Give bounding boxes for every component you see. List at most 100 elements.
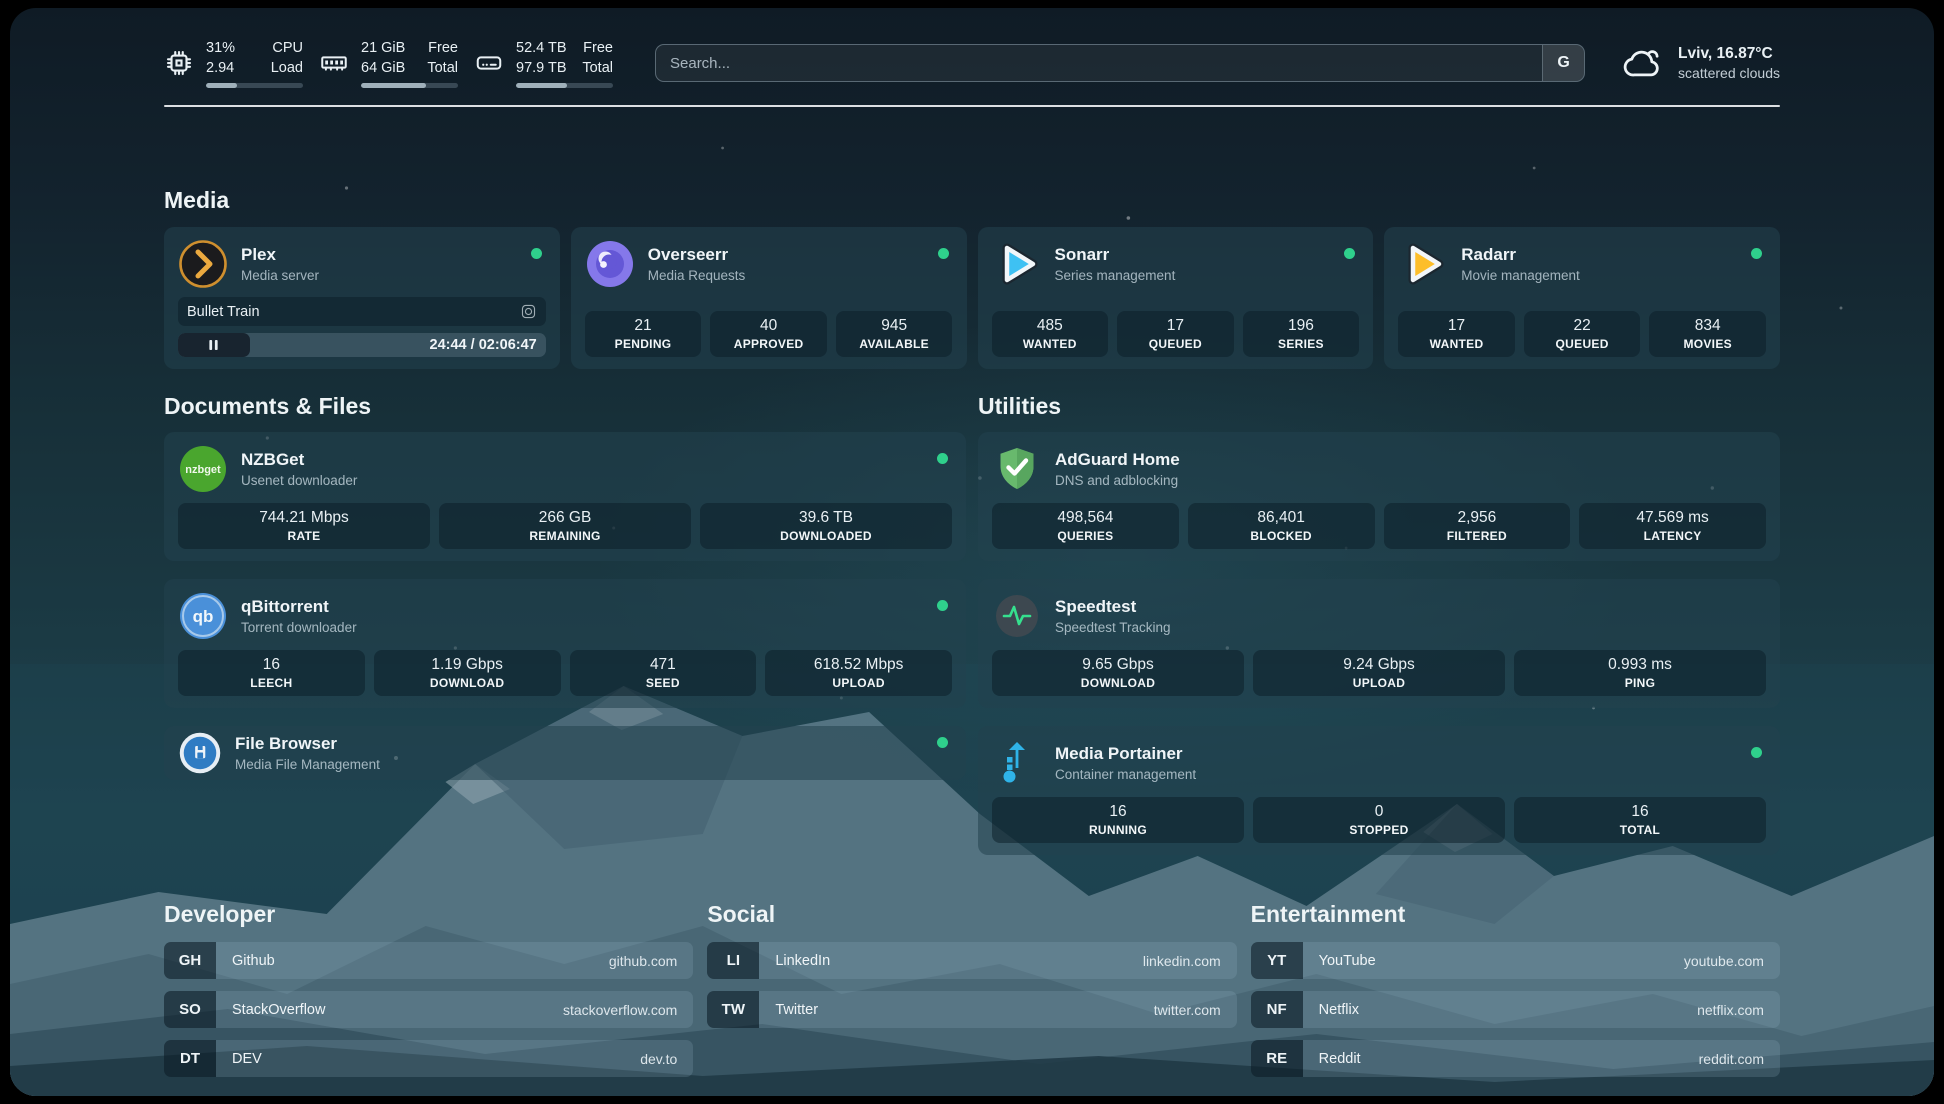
- now-playing-title: Bullet Train: [187, 303, 260, 320]
- app-card-adguard[interactable]: AdGuard Home DNS and adblocking 498,564 Q…: [978, 432, 1780, 562]
- svg-text:nzbget: nzbget: [185, 464, 221, 476]
- cpu-label: CPU: [272, 40, 303, 56]
- app-subtitle: Torrent downloader: [241, 620, 357, 636]
- utilities-column: Utilities AdGuard Home DNS: [978, 393, 1780, 856]
- memory-progress-track: [361, 83, 458, 88]
- app-card-nzbget[interactable]: nzbget NZBGet Usenet downloader 744.21 M…: [164, 432, 966, 562]
- app-subtitle: Media server: [241, 268, 320, 283]
- bookmark-linkedin[interactable]: LI LinkedIn linkedin.com: [707, 942, 1237, 980]
- bookmark-url: twitter.com: [1153, 1001, 1221, 1018]
- section-heading-documents: Documents & Files: [164, 393, 372, 419]
- sonarr-icon: [1002, 243, 1037, 285]
- memory-total-value: 64 GiB: [361, 60, 406, 76]
- plex-playback-time: 24:44 / 02:06:47: [429, 337, 537, 353]
- adguard-icon: [1000, 448, 1034, 489]
- memory-total-label: Total: [427, 60, 458, 76]
- app-card-overseerr[interactable]: Overseerr Media Requests 21 PENDING 40 APP…: [570, 227, 967, 369]
- app-subtitle: Speedtest Tracking: [1055, 620, 1171, 636]
- app-subtitle: Media File Management: [235, 757, 380, 773]
- bookmark-name: YouTube: [1318, 952, 1376, 969]
- stat-wanted: 485 WANTED: [991, 310, 1109, 357]
- media-cards-row: Plex Media server Bullet Train: [164, 227, 1780, 369]
- disk-progress-fill: [516, 83, 568, 88]
- memory-progress-fill: [361, 83, 426, 88]
- section-heading-utilities: Utilities: [978, 393, 1062, 419]
- app-subtitle: DNS and adblocking: [1055, 473, 1179, 488]
- bookmark-stackoverflow[interactable]: SO StackOverflow stackoverflow.com: [164, 991, 694, 1029]
- app-card-sonarr[interactable]: Sonarr Series management 485 WANTED 17 QUE…: [977, 227, 1374, 369]
- bookmark-name: DEV: [232, 1050, 262, 1067]
- stat-queued: 22 QUEUED: [1523, 310, 1641, 357]
- app-title: NZBGet: [241, 450, 305, 469]
- bookmark-github[interactable]: GH Github github.com: [164, 942, 694, 980]
- cpu-icon: [166, 50, 192, 76]
- stat-latency: 47.569 ms LATENCY: [1579, 503, 1766, 550]
- bookmark-reddit[interactable]: RE Reddit reddit.com: [1250, 1040, 1780, 1078]
- topbar: 31% 2.94 CPU Load 21 GiB 64 G: [164, 8, 1780, 88]
- section-heading-developer: Developer: [164, 901, 276, 928]
- dashboard-screen: 31% 2.94 CPU Load 21 GiB 64 G: [10, 8, 1934, 1096]
- app-card-portainer[interactable]: Media Portainer Container management 16 R…: [978, 726, 1780, 856]
- bookmark-netflix[interactable]: NF Netflix netflix.com: [1250, 991, 1780, 1029]
- bookmark-url: netflix.com: [1697, 1001, 1764, 1018]
- stat-series: 196 SERIES: [1242, 310, 1360, 357]
- bookmark-youtube[interactable]: YT YouTube youtube.com: [1250, 942, 1780, 980]
- stat-upload: 9.24 Gbps UPLOAD: [1253, 650, 1505, 697]
- bookmark-twitter[interactable]: TW Twitter twitter.com: [707, 991, 1237, 1029]
- weather-widget[interactable]: Lviv, 16.87°C scattered clouds: [1621, 41, 1780, 85]
- search-input[interactable]: [655, 44, 1586, 82]
- memory-free-value: 21 GiB: [361, 40, 406, 56]
- status-online-dot: [937, 737, 948, 749]
- stat-movies: 834 MOVIES: [1649, 310, 1766, 357]
- disk-icon: [476, 56, 502, 70]
- disk-widget: 52.4 TB 97.9 TB Free Total: [474, 38, 613, 88]
- stat-leech: 16 LEECH: [178, 650, 365, 697]
- bookmark-abbr: NF: [1250, 991, 1303, 1029]
- bookmark-abbr: YT: [1250, 942, 1303, 980]
- plex-now-playing: Bullet Train: [178, 297, 546, 326]
- app-title: Sonarr: [1054, 245, 1110, 264]
- plex-progress-fill[interactable]: [178, 333, 250, 357]
- bookmark-abbr: LI: [707, 942, 760, 980]
- stat-download: 1.19 Gbps DOWNLOAD: [373, 650, 561, 697]
- bookmark-name: LinkedIn: [775, 952, 831, 969]
- search-engine-button[interactable]: G: [1542, 45, 1585, 81]
- section-heading-media: Media: [164, 187, 230, 213]
- stat-queued: 17 QUEUED: [1117, 310, 1234, 357]
- app-card-plex[interactable]: Plex Media server Bullet Train: [164, 227, 560, 369]
- bookmark-name: Netflix: [1318, 1001, 1359, 1018]
- app-subtitle: Series management: [1054, 268, 1176, 283]
- stat-remaining: 266 GB REMAINING: [439, 503, 691, 550]
- app-card-radarr[interactable]: Radarr Movie management 17 WANTED 22 QUEUE…: [1384, 227, 1780, 369]
- radarr-icon: [1408, 243, 1444, 285]
- app-title: Radarr: [1461, 245, 1517, 264]
- memory-widget: 21 GiB 64 GiB Free Total: [319, 38, 458, 88]
- app-subtitle: Usenet downloader: [241, 473, 358, 488]
- stat-approved: 40 APPROVED: [710, 310, 827, 357]
- cpu-progress-fill: [206, 83, 238, 88]
- memory-free-label: Free: [428, 40, 458, 56]
- status-online-dot: [937, 248, 949, 259]
- cpu-load-value: 2.94: [206, 60, 235, 76]
- stat-rate: 744.21 Mbps RATE: [178, 503, 430, 550]
- weather-location-temp: Lviv, 16.87°C: [1678, 45, 1773, 62]
- weather-condition: scattered clouds: [1678, 65, 1780, 81]
- disk-progress-track: [516, 83, 613, 88]
- disk-free-label: Free: [583, 40, 613, 56]
- app-title: qBittorrent: [241, 597, 329, 617]
- app-card-speedtest[interactable]: Speedtest Speedtest Tracking 9.65 Gbps DO…: [978, 579, 1780, 709]
- bookmark-name: Reddit: [1318, 1050, 1361, 1067]
- disk-total-label: Total: [582, 60, 613, 76]
- stat-downloaded: 39.6 TB DOWNLOADED: [700, 503, 952, 550]
- app-card-qbittorrent[interactable]: qb qBittorrent Torrent downloader 16 LEEC…: [164, 579, 966, 709]
- app-subtitle: Container management: [1055, 767, 1197, 783]
- bookmark-dev[interactable]: DT DEV dev.to: [164, 1040, 694, 1078]
- app-card-filebrowser[interactable]: File Browser Media File Management: [164, 726, 966, 781]
- plex-progress-bar[interactable]: 24:44 / 02:06:47: [178, 333, 546, 357]
- qbittorrent-icon: qb: [180, 593, 226, 640]
- stat-upload: 618.52 Mbps UPLOAD: [765, 650, 952, 697]
- stat-seed: 471 SEED: [569, 650, 757, 697]
- media-art-icon: [521, 304, 535, 319]
- stat-stopped: 0 STOPPED: [1253, 797, 1505, 844]
- bookmark-abbr: SO: [164, 991, 216, 1029]
